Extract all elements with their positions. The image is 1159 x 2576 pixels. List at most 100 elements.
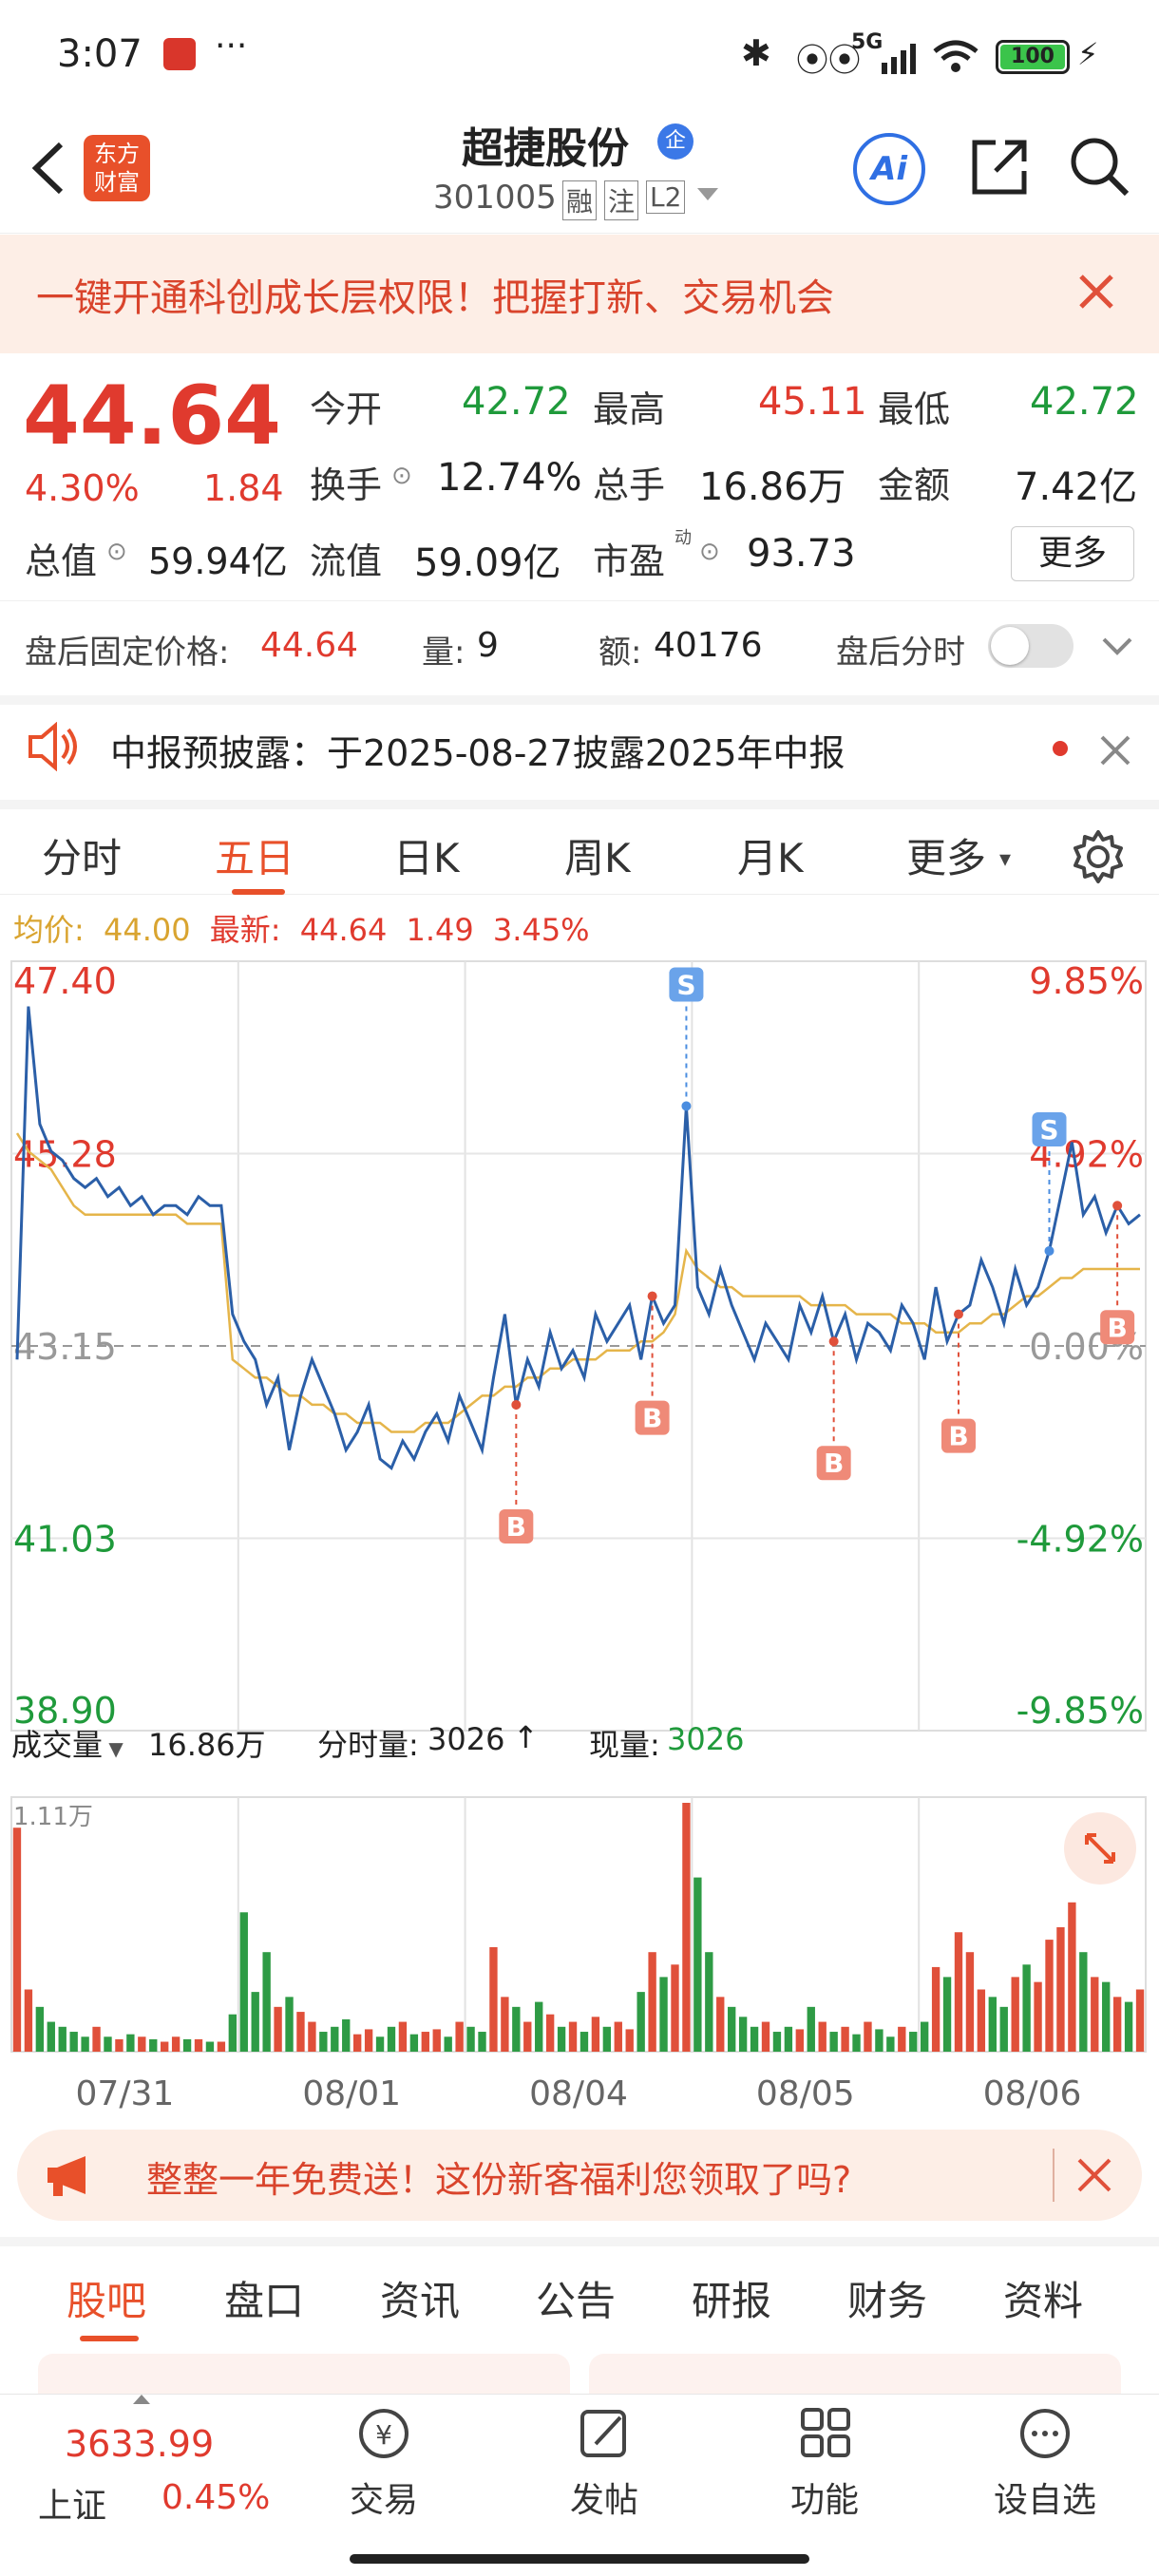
- after-hours-toggle[interactable]: [988, 624, 1074, 668]
- volume-bar: [364, 2029, 373, 2052]
- buy-marker-label: B: [642, 1403, 662, 1434]
- tab-more[interactable]: 更多: [906, 835, 987, 881]
- nav-post[interactable]: 发帖: [528, 2404, 680, 2522]
- wifi-icon: [931, 38, 980, 74]
- volume-bar: [205, 2041, 215, 2052]
- bluetooth-icon: ✱: [741, 32, 771, 74]
- nav-trade-label: 交易: [349, 2481, 418, 2520]
- buy-marker-label: B: [824, 1448, 844, 1479]
- stock-switch-icon[interactable]: [697, 188, 718, 200]
- current-volume: 3026: [667, 1721, 745, 1757]
- close-icon[interactable]: [1098, 733, 1132, 767]
- volume-bar: [852, 2034, 861, 2052]
- volume-bar: [342, 2018, 351, 2052]
- index-percent[interactable]: 0.45%: [162, 2478, 271, 2517]
- buy-marker-dot: [953, 1309, 963, 1319]
- promo-ad-bar[interactable]: 整整一年免费送！这份新客福利您领取了吗?: [17, 2130, 1142, 2221]
- volume-bar: [1079, 1952, 1088, 2052]
- tab-research[interactable]: 研报: [692, 2278, 772, 2324]
- index-name[interactable]: 上证: [38, 2487, 107, 2526]
- disclosure-notice[interactable]: 中报预披露：于2025-08-27披露2025年中报: [0, 695, 1159, 790]
- volume-bar: [138, 2036, 146, 2052]
- sell-marker-label: S: [676, 969, 695, 1000]
- chart-canvas: 47.40 9.85%45.28 4.92%43.15 0.00%41.03 -4.92…: [10, 960, 1147, 2113]
- info-icon[interactable]: ⊙: [106, 538, 127, 566]
- volume-bar: [1011, 1977, 1019, 2052]
- volume-bar: [478, 2032, 486, 2052]
- nav-functions[interactable]: 功能: [749, 2404, 901, 2522]
- after-hours-label: 盘后固定价格:: [25, 634, 230, 672]
- market-cap: 59.94亿: [148, 540, 288, 582]
- tab-news[interactable]: 资讯: [380, 2278, 461, 2324]
- registration-tag: 注: [604, 180, 639, 220]
- share-icon[interactable]: [967, 135, 1032, 199]
- unread-dot: [1053, 741, 1068, 756]
- sell-marker-label: S: [1039, 1114, 1058, 1146]
- volume-bar: [81, 2036, 89, 2052]
- tab-forum[interactable]: 股吧: [66, 2278, 147, 2324]
- tab-monthly-k[interactable]: 月K: [737, 835, 804, 881]
- nav-trade[interactable]: ¥ 交易: [308, 2404, 460, 2522]
- volume-bar: [35, 2006, 45, 2052]
- y-axis-label-left: 38.90: [13, 1690, 117, 1732]
- volume-bar: [171, 2036, 180, 2052]
- after-hours-amt: 40176: [654, 626, 763, 665]
- charging-icon: ⚡: [1077, 36, 1099, 72]
- gear-icon[interactable]: [1070, 828, 1127, 885]
- after-hours-vol-label: 量:: [422, 634, 466, 672]
- volume-bar: [331, 2026, 339, 2052]
- search-icon[interactable]: [1068, 135, 1132, 199]
- last-change: 1.49: [406, 912, 474, 948]
- volume-bar: [648, 1952, 656, 2052]
- change-percent: 4.30%: [25, 467, 140, 509]
- volume-bar: [104, 2036, 112, 2052]
- volume-bar: [999, 2006, 1008, 2052]
- megaphone-icon: [44, 2152, 101, 2198]
- nav-add-watchlist[interactable]: 设自选: [969, 2404, 1121, 2522]
- eastmoney-logo[interactable]: 东方 财富: [84, 135, 150, 201]
- tab-announcements[interactable]: 公告: [536, 2278, 617, 2324]
- close-icon[interactable]: [1074, 269, 1119, 314]
- promo-banner[interactable]: 一键开通科创成长层权限！把握打新、交易机会: [0, 235, 1159, 353]
- tab-weekly-k[interactable]: 周K: [564, 835, 631, 881]
- volume-bar: [239, 1912, 248, 2052]
- high-value: 45.11: [758, 380, 867, 424]
- volume-bar: [409, 2034, 419, 2052]
- ai-assistant-button[interactable]: Ai: [853, 133, 925, 205]
- volume-bar: [875, 2029, 884, 2052]
- volume-bar: [523, 2021, 532, 2052]
- info-icon[interactable]: ⊙: [699, 538, 720, 566]
- volume-bar: [728, 2006, 736, 2052]
- tab-five-day[interactable]: 五日: [215, 835, 295, 881]
- y-axis-label-left: 45.28: [13, 1134, 117, 1176]
- buy-marker: [635, 1400, 670, 1435]
- volume-bar: [659, 1977, 668, 2052]
- y-axis-label-left: 47.40: [13, 960, 117, 1002]
- info-icon[interactable]: ⊙: [391, 462, 412, 490]
- tab-profile[interactable]: 资料: [1003, 2278, 1084, 2324]
- pe-dynamic-mark: 动: [674, 528, 692, 548]
- volume-bar: [614, 2021, 622, 2052]
- forum-card-peek: [589, 2354, 1121, 2396]
- volume-bar: [636, 1992, 645, 2052]
- volume-selector[interactable]: 成交量 ▼: [11, 1727, 124, 1763]
- active-tab-indicator: [232, 889, 285, 895]
- divider: [1053, 2149, 1054, 2202]
- index-value[interactable]: 3633.99: [65, 2423, 215, 2465]
- price-line: [15, 1006, 1141, 1471]
- buy-marker-dot: [511, 1399, 522, 1410]
- back-icon[interactable]: [21, 135, 78, 201]
- volume-bar: [602, 2026, 612, 2052]
- tab-orderbook[interactable]: 盘口: [224, 2278, 305, 2324]
- tab-intraday[interactable]: 分时: [42, 835, 123, 881]
- tick-volume: 3026: [428, 1721, 505, 1757]
- more-button[interactable]: 更多: [1011, 526, 1134, 581]
- five-day-chart[interactable]: 均价: 44.00 最新: 44.64 1.49 3.45% 47.40 9.85…: [0, 893, 1159, 2128]
- volume-bar: [886, 2036, 895, 2052]
- chevron-down-icon[interactable]: [1100, 630, 1134, 664]
- close-icon[interactable]: [1074, 2154, 1115, 2196]
- volume-bar: [772, 2032, 782, 2052]
- expand-icon[interactable]: [1064, 1812, 1136, 1885]
- tab-finance[interactable]: 财务: [847, 2278, 928, 2324]
- tab-daily-k[interactable]: 日K: [393, 835, 460, 881]
